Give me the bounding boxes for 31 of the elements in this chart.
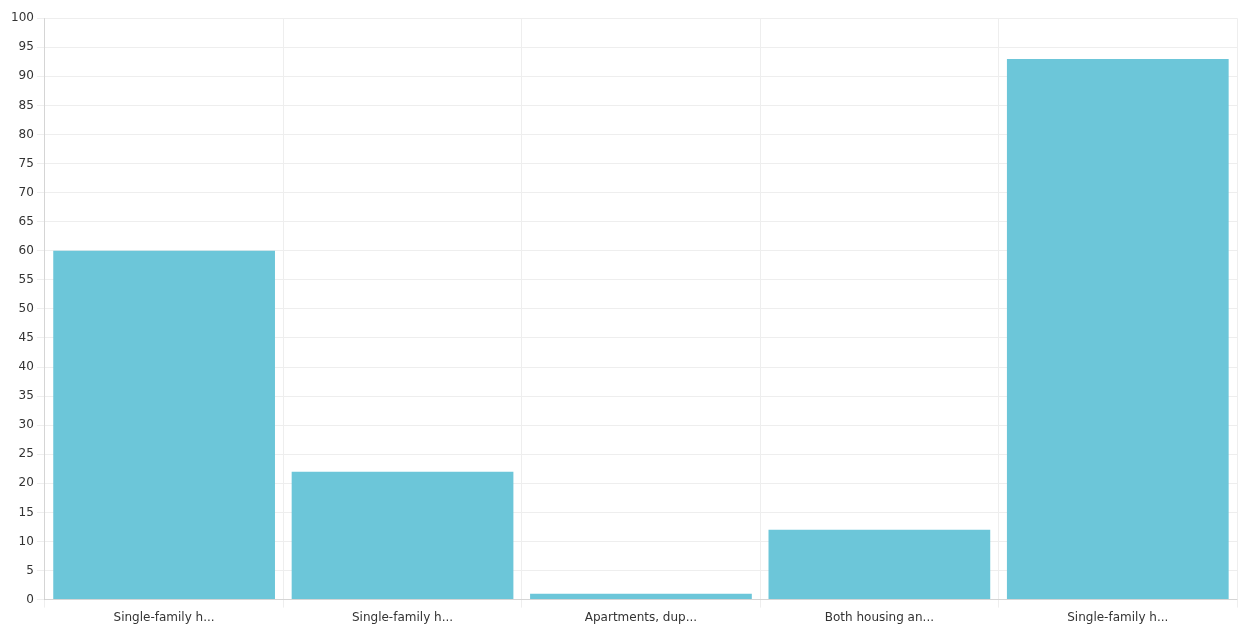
x-tick-label: Apartments, dup... — [584, 609, 698, 624]
y-tick-label: 15 — [18, 504, 34, 519]
y-tick-label: 90 — [18, 68, 34, 83]
y-tick-label: 35 — [18, 388, 34, 403]
y-tick-label: 50 — [18, 301, 34, 316]
bar — [53, 250, 275, 600]
y-tick-label: 45 — [18, 330, 34, 345]
y-tick-label: 0 — [26, 591, 34, 606]
y-tick-label: 80 — [18, 126, 34, 141]
y-tick-label: 25 — [18, 446, 34, 461]
x-tick-label: Both housing an... — [824, 609, 935, 624]
x-tick-label: Single-family h... — [1067, 609, 1169, 624]
x-tick-label: Single-family h... — [113, 609, 215, 624]
bar — [291, 471, 514, 600]
bar — [768, 529, 991, 600]
y-tick-label: 40 — [18, 359, 34, 374]
y-tick-label: 65 — [18, 213, 34, 228]
y-tick-label: 100 — [11, 10, 34, 25]
y-tick-label: 5 — [26, 562, 34, 577]
y-tick-label: 30 — [18, 417, 34, 432]
y-tick-label: 85 — [18, 97, 34, 112]
y-tick-label: 70 — [18, 184, 34, 199]
y-tick-label: 10 — [18, 533, 34, 548]
y-tick-label: 95 — [18, 39, 34, 54]
bar — [530, 593, 752, 600]
x-tick-label: Single-family h... — [351, 609, 454, 624]
y-tick-label: 20 — [18, 475, 34, 490]
y-tick-label: 60 — [18, 242, 34, 257]
y-tick-label: 55 — [18, 271, 34, 286]
y-tick-label: 75 — [18, 155, 34, 170]
bar — [1006, 58, 1229, 600]
